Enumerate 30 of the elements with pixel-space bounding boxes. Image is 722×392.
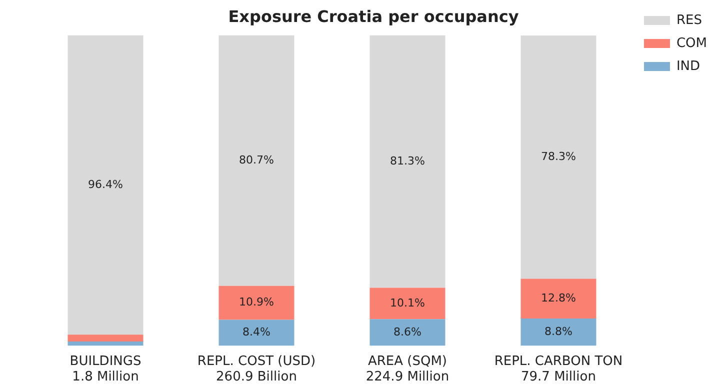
legend-label: IND [676,58,700,74]
bar [218,286,294,320]
bar [520,278,596,318]
legend-label: COM [676,36,708,51]
bar [68,341,144,346]
legend-label: RES [676,12,702,28]
data-label: 81.3% [390,154,425,168]
data-label: 10.9% [239,296,274,309]
bar [370,288,446,320]
x-tick-label: REPL. CARBON TON 79.7 Million [494,354,623,385]
data-label: 80.7% [239,153,274,166]
data-label: 8.6% [394,325,422,338]
data-label: 8.8% [544,324,572,338]
bar [370,319,446,346]
bar [218,320,294,346]
chart-title: Exposure Croatia per occupancy [228,6,520,26]
bar [370,35,446,288]
data-label: 10.1% [390,296,425,310]
data-label: 8.4% [242,326,270,339]
data-label: 78.3% [541,150,576,163]
x-tick-label: AREA (SQM) 224.9 Million [366,354,450,385]
bar [68,35,144,335]
bar [68,334,144,342]
x-tick-label: REPL. COST (USD) 260.9 Billion [197,354,316,385]
data-label: 96.4% [88,178,123,191]
data-label: 12.8% [541,291,576,304]
bar [520,318,596,346]
x-tick-label: BUILDINGS 1.8 Million [70,354,142,385]
bar [520,36,596,279]
bar [218,35,294,286]
